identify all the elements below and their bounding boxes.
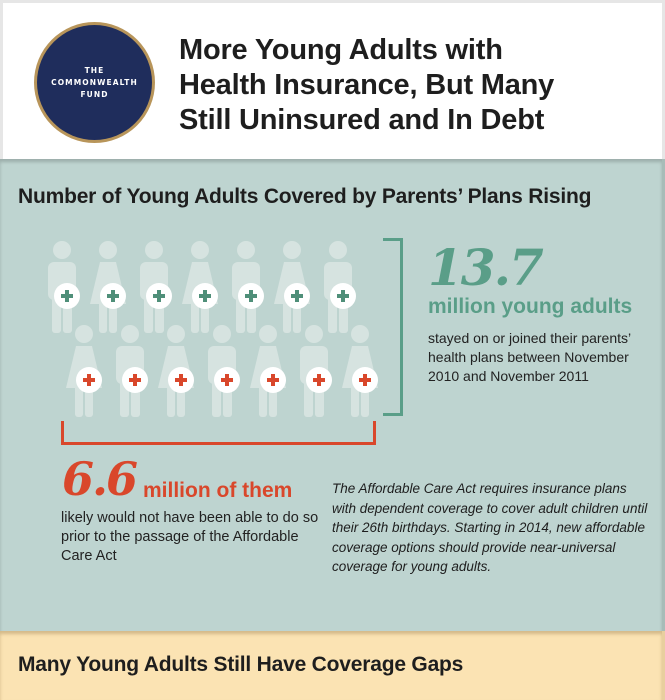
logo-line-2: COMMONWEALTH bbox=[51, 77, 138, 87]
stat-aca-value: 6.6 bbox=[62, 452, 138, 506]
plus-red-badge bbox=[76, 367, 102, 393]
plus-icon bbox=[313, 374, 325, 386]
title-line-3: Still Uninsured and In Debt bbox=[179, 104, 545, 136]
plus-icon bbox=[359, 374, 371, 386]
plus-icon bbox=[153, 290, 165, 302]
title-line-1: More Young Adults with bbox=[179, 34, 503, 66]
plus-red-badge bbox=[352, 367, 378, 393]
person-man bbox=[294, 324, 340, 418]
plus-icon bbox=[107, 290, 119, 302]
commonwealth-fund-logo: THE COMMONWEALTH FUND bbox=[34, 22, 155, 143]
person-man bbox=[134, 240, 180, 334]
logo-line-3: FUND bbox=[80, 89, 109, 99]
plus-icon bbox=[175, 374, 187, 386]
person-woman bbox=[340, 324, 386, 418]
section-coverage-gaps: Many Young Adults Still Have Coverage Ga… bbox=[0, 631, 665, 700]
title-line-2: Health Insurance, But Many bbox=[179, 69, 555, 101]
person-man bbox=[226, 240, 272, 334]
plus-icon bbox=[245, 290, 257, 302]
plus-green-badge bbox=[330, 283, 356, 309]
people-row-aca bbox=[64, 324, 386, 418]
people-row-covered bbox=[42, 240, 364, 334]
logo-text: THE COMMONWEALTH FUND bbox=[37, 25, 152, 140]
stat-aca-description: likely would not have been able to do so… bbox=[61, 510, 319, 564]
plus-red-badge bbox=[306, 367, 332, 393]
person-woman bbox=[248, 324, 294, 418]
person-man bbox=[110, 324, 156, 418]
person-woman bbox=[64, 324, 110, 418]
plus-red-badge bbox=[260, 367, 286, 393]
person-woman bbox=[180, 240, 226, 334]
stat-total-value: 13.7 bbox=[428, 238, 544, 297]
section-title: Many Young Adults Still Have Coverage Ga… bbox=[18, 653, 464, 676]
plus-icon bbox=[221, 374, 233, 386]
plus-icon bbox=[267, 374, 279, 386]
bracket-aca bbox=[61, 421, 376, 445]
stat-aca-unit: million of them bbox=[143, 479, 293, 502]
plus-red-badge bbox=[214, 367, 240, 393]
header: THE COMMONWEALTH FUND More Young Adults … bbox=[0, 0, 665, 159]
stat-total-unit: million young adults bbox=[428, 295, 633, 318]
person-man bbox=[42, 240, 88, 334]
plus-icon bbox=[291, 290, 303, 302]
plus-green-badge bbox=[284, 283, 310, 309]
section-parents-plans: Number of Young Adults Covered by Parent… bbox=[0, 159, 665, 631]
stat-total-description: stayed on or joined their parents’ healt… bbox=[428, 330, 631, 384]
plus-green-badge bbox=[100, 283, 126, 309]
plus-icon bbox=[199, 290, 211, 302]
person-woman bbox=[272, 240, 318, 334]
plus-icon bbox=[337, 290, 349, 302]
section-title: Number of Young Adults Covered by Parent… bbox=[18, 185, 592, 208]
plus-green-badge bbox=[192, 283, 218, 309]
plus-icon bbox=[83, 374, 95, 386]
plus-icon bbox=[129, 374, 141, 386]
bracket-total bbox=[383, 238, 403, 416]
person-man bbox=[318, 240, 364, 334]
plus-red-badge bbox=[122, 367, 148, 393]
plus-red-badge bbox=[168, 367, 194, 393]
plus-green-badge bbox=[146, 283, 172, 309]
person-man bbox=[202, 324, 248, 418]
plus-green-badge bbox=[54, 283, 80, 309]
logo-line-1: THE bbox=[84, 65, 105, 75]
plus-green-badge bbox=[238, 283, 264, 309]
aca-note: The Affordable Care Act requires insuran… bbox=[332, 481, 648, 574]
person-woman bbox=[88, 240, 134, 334]
plus-icon bbox=[61, 290, 73, 302]
person-woman bbox=[156, 324, 202, 418]
page-title: More Young Adults with Health Insurance,… bbox=[179, 33, 649, 138]
